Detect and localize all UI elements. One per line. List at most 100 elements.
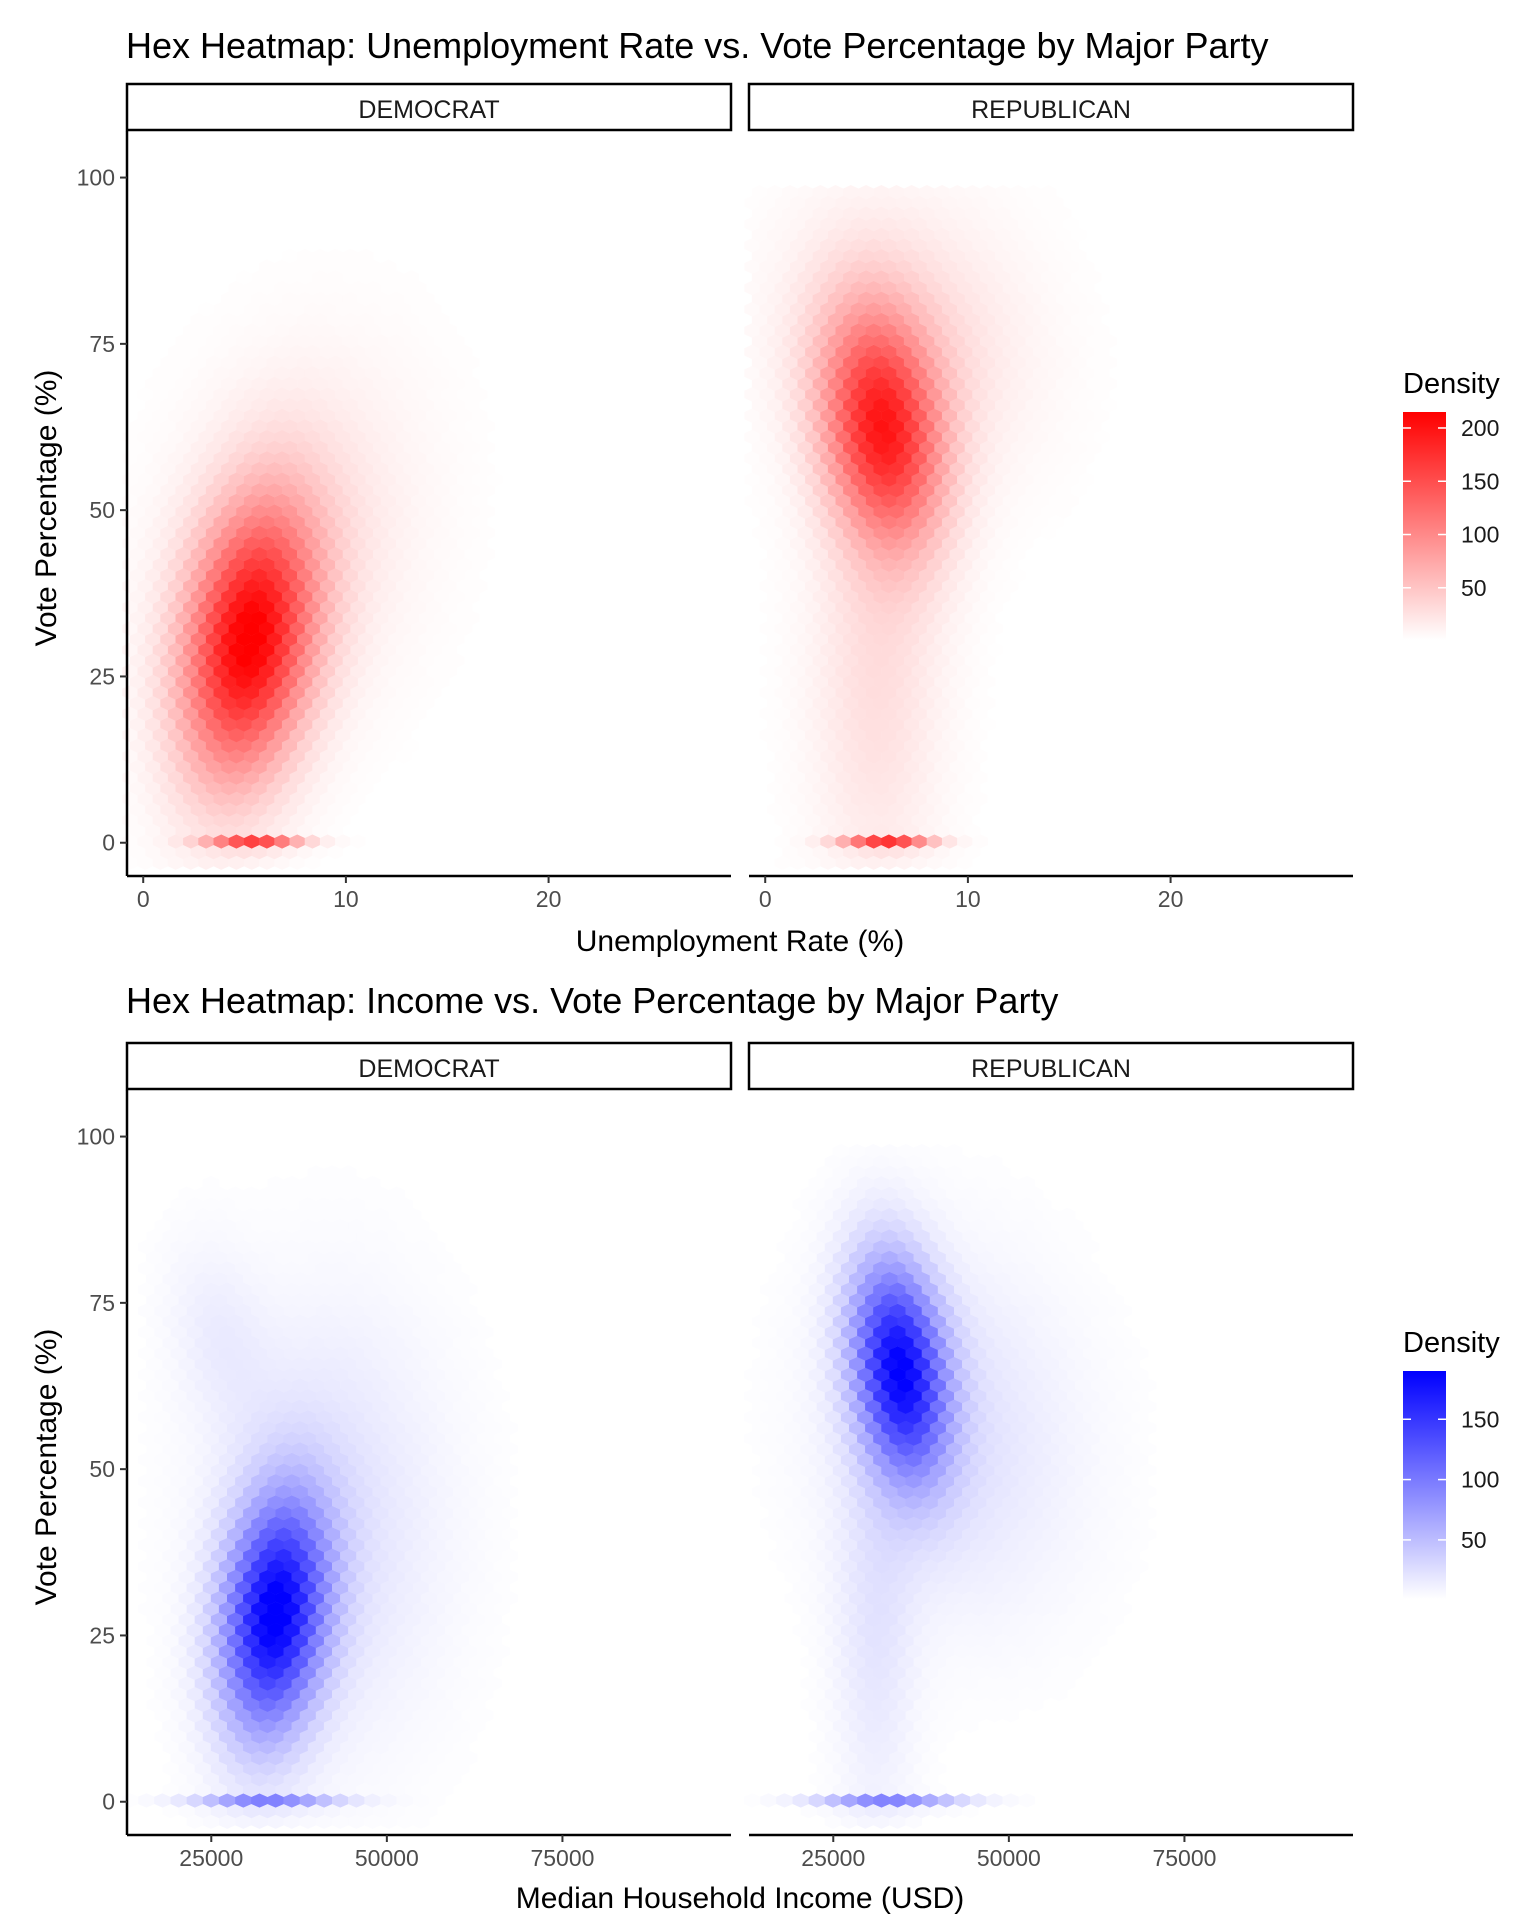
hex-bin: [395, 685, 412, 700]
hex-bin: [453, 1718, 470, 1734]
hex-bin: [881, 770, 897, 785]
hex-bin: [865, 834, 882, 849]
hex-bin: [797, 546, 813, 562]
hex-bin: [236, 312, 252, 328]
hex-bin: [190, 355, 207, 370]
hex-bin: [1040, 185, 1057, 200]
facet-strip-label: REPUBLICAN: [971, 96, 1131, 124]
hex-bin: [198, 834, 214, 849]
hex-bin: [228, 663, 245, 679]
hex-bin: [365, 749, 381, 764]
hex-bin: [418, 461, 435, 477]
hex-bin: [266, 397, 283, 413]
hex-bin: [797, 653, 813, 668]
hex-bin: [213, 365, 229, 381]
hex-bin: [888, 802, 905, 817]
hex-bin: [251, 312, 267, 328]
hex-bin: [919, 504, 935, 519]
hex-bin: [896, 621, 912, 636]
hex-bin: [865, 493, 882, 509]
hex-bin: [934, 823, 950, 838]
hex-bin: [1033, 429, 1049, 445]
x-tick-label: 25000: [179, 1845, 243, 1871]
hex-bin: [145, 397, 161, 413]
hex-bin: [372, 1718, 389, 1734]
hex-bin: [789, 302, 806, 317]
hex-bin: [327, 270, 343, 285]
hex-bin: [395, 408, 412, 423]
hex-bin: [297, 568, 313, 583]
hex-bin: [744, 195, 760, 211]
hex-bin: [205, 568, 222, 583]
hex-bin: [145, 695, 161, 711]
hex-bin: [221, 738, 237, 753]
hex-bin: [843, 568, 859, 583]
hex-bin: [812, 802, 829, 817]
hex-bin: [964, 844, 981, 860]
hex-bin: [297, 844, 313, 860]
hex-bin: [767, 270, 783, 285]
hex-bin: [873, 483, 889, 498]
hex-bin: [881, 663, 897, 679]
hex-bin: [388, 376, 404, 391]
hex-bin: [210, 1782, 228, 1797]
hex-bin: [266, 504, 283, 519]
hex-bin: [767, 738, 783, 753]
hex-bin: [281, 483, 298, 498]
hex-bin: [820, 365, 836, 381]
hex-bin: [411, 451, 427, 466]
hex-bin: [266, 632, 283, 647]
hex-bin: [479, 483, 495, 498]
hex-bin: [194, 1782, 212, 1797]
hex-bin: [873, 802, 889, 817]
hex-bin: [373, 483, 389, 498]
hex-bin: [335, 429, 351, 445]
hex-bin: [957, 642, 973, 658]
hex-bin: [471, 451, 488, 466]
hex-bin: [881, 621, 897, 636]
hex-bin: [281, 610, 298, 626]
hex-bin: [342, 504, 359, 519]
x-tick-label: 10: [955, 886, 981, 912]
hex-bin: [228, 621, 245, 636]
hex-bin: [170, 1793, 187, 1808]
hex-bin: [881, 493, 897, 509]
hex-bin: [218, 1750, 236, 1766]
hex-bin: [1017, 216, 1034, 232]
hex-bin: [941, 259, 958, 274]
hex-bin: [1010, 525, 1026, 540]
hex-bin: [266, 334, 283, 349]
hex-bin: [1048, 238, 1064, 253]
hex-bin: [1040, 397, 1057, 413]
hex-bin: [1086, 397, 1102, 413]
hex-bin: [426, 663, 442, 679]
hex-bin: [843, 461, 859, 477]
hex-bin: [291, 1718, 309, 1734]
hex-bin: [395, 472, 412, 487]
hex-bin: [820, 323, 836, 338]
hex-bin: [812, 610, 829, 626]
hex-bin: [471, 472, 488, 487]
hex-bin: [1048, 280, 1064, 296]
hex-bin: [348, 1750, 365, 1766]
hex-bin: [183, 387, 199, 402]
hex-bin: [850, 770, 867, 785]
hex-bin: [175, 440, 191, 455]
hex-bin: [327, 461, 343, 477]
hex-bin: [403, 674, 419, 689]
hex-bin: [251, 653, 267, 668]
hex-bin: [858, 355, 874, 370]
hex-bin: [251, 504, 267, 519]
hex-bin: [1033, 387, 1049, 402]
hex-bin: [1017, 280, 1034, 296]
hex-bin: [865, 472, 882, 487]
hex-bin: [342, 419, 359, 434]
hex-bin: [926, 365, 943, 381]
hex-bin: [858, 738, 874, 753]
hex-bin: [1055, 312, 1072, 328]
hex-bin: [259, 408, 275, 423]
hex-bin: [941, 791, 958, 807]
hex-bin: [319, 749, 336, 764]
hex-bin: [919, 270, 935, 285]
hex-bin: [198, 451, 214, 466]
